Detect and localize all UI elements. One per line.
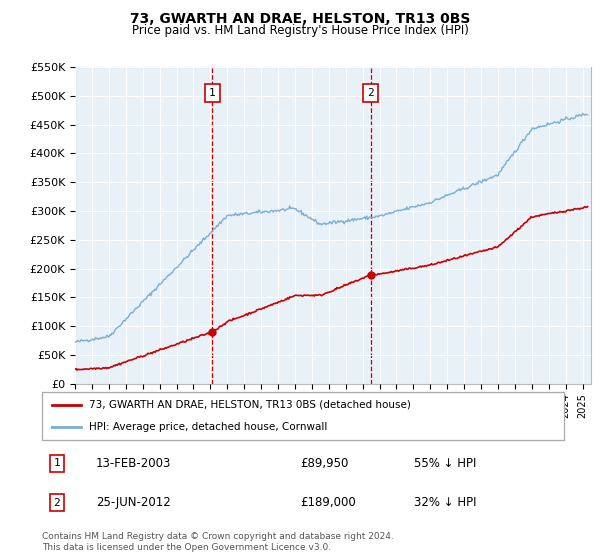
Text: £189,000: £189,000 [300, 496, 356, 509]
Text: 73, GWARTH AN DRAE, HELSTON, TR13 0BS: 73, GWARTH AN DRAE, HELSTON, TR13 0BS [130, 12, 470, 26]
Text: 73, GWARTH AN DRAE, HELSTON, TR13 0BS (detached house): 73, GWARTH AN DRAE, HELSTON, TR13 0BS (d… [89, 400, 411, 410]
Text: 1: 1 [53, 459, 61, 468]
Text: 2: 2 [367, 88, 374, 98]
Text: 13-FEB-2003: 13-FEB-2003 [96, 457, 172, 470]
Text: 2: 2 [53, 498, 61, 507]
Text: HPI: Average price, detached house, Cornwall: HPI: Average price, detached house, Corn… [89, 422, 328, 432]
Text: 1: 1 [209, 88, 216, 98]
Text: Price paid vs. HM Land Registry's House Price Index (HPI): Price paid vs. HM Land Registry's House … [131, 24, 469, 36]
Text: 32% ↓ HPI: 32% ↓ HPI [414, 496, 476, 509]
Text: £89,950: £89,950 [300, 457, 349, 470]
Text: Contains HM Land Registry data © Crown copyright and database right 2024.
This d: Contains HM Land Registry data © Crown c… [42, 532, 394, 552]
Text: 25-JUN-2012: 25-JUN-2012 [96, 496, 171, 509]
Text: 55% ↓ HPI: 55% ↓ HPI [414, 457, 476, 470]
